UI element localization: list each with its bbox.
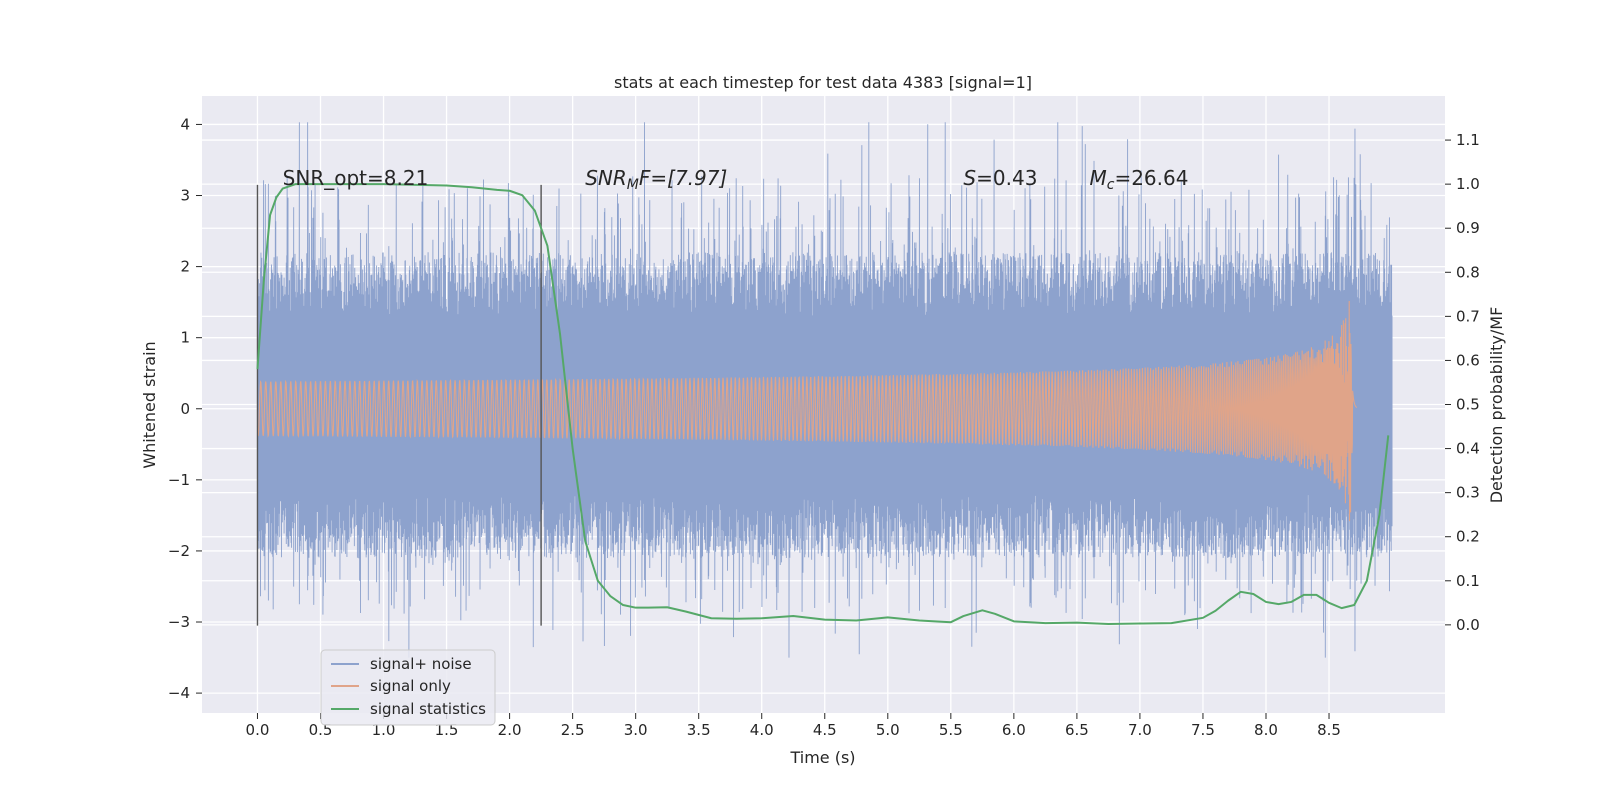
annotation-text: Mc=26.64 bbox=[1089, 166, 1188, 193]
y-right-tick-label: 0.6 bbox=[1456, 351, 1480, 369]
x-tick-label: 4.5 bbox=[813, 721, 837, 739]
y-right-tick-label: 0.2 bbox=[1456, 528, 1480, 546]
y-right-tick-label: 0.7 bbox=[1456, 307, 1480, 325]
x-tick-label: 6.0 bbox=[1002, 721, 1026, 739]
y-left-tick-label: 0 bbox=[180, 400, 190, 418]
annotation-text: S=0.43 bbox=[963, 166, 1037, 190]
chart-title: stats at each timestep for test data 438… bbox=[614, 73, 1032, 92]
y-right-tick-label: 0.0 bbox=[1456, 616, 1480, 634]
y-right-tick-label: 0.3 bbox=[1456, 484, 1480, 502]
x-tick-label: 3.5 bbox=[687, 721, 711, 739]
y-left-tick-label: −4 bbox=[168, 684, 190, 702]
x-tick-label: 7.5 bbox=[1191, 721, 1215, 739]
x-tick-label: 0.0 bbox=[246, 721, 270, 739]
legend-label-signal-noise: signal+ noise bbox=[370, 655, 472, 673]
legend-label-signal-only: signal only bbox=[370, 677, 451, 695]
x-tick-label: 8.0 bbox=[1254, 721, 1278, 739]
x-tick-label: 2.5 bbox=[561, 721, 585, 739]
y-left-tick-label: 1 bbox=[180, 329, 190, 347]
x-tick-label: 7.0 bbox=[1128, 721, 1152, 739]
y-left-tick-label: −1 bbox=[168, 471, 190, 489]
x-tick-label: 3.0 bbox=[624, 721, 648, 739]
y-right-tick-label: 0.1 bbox=[1456, 572, 1480, 590]
annotation-text: SNR_opt=8.21 bbox=[283, 166, 429, 190]
y-left-tick-label: 2 bbox=[180, 258, 190, 276]
x-axis-label: Time (s) bbox=[789, 748, 855, 767]
x-tick-label: 5.5 bbox=[939, 721, 963, 739]
y-right-tick-label: 1.1 bbox=[1456, 131, 1480, 149]
y-right-tick-label: 0.9 bbox=[1456, 219, 1480, 237]
legend-label-signal-statistics: signal statistics bbox=[370, 700, 486, 718]
y-axis-label-right: Detection probability/MF bbox=[1487, 307, 1506, 504]
x-tick-label: 4.0 bbox=[750, 721, 774, 739]
x-tick-label: 8.5 bbox=[1317, 721, 1341, 739]
annotation-text: SNRMF=[7.97] bbox=[585, 166, 727, 193]
x-tick-label: 6.5 bbox=[1065, 721, 1089, 739]
y-right-tick-label: 0.4 bbox=[1456, 440, 1480, 458]
y-left-tick-label: 4 bbox=[180, 115, 190, 133]
y-right-tick-label: 1.0 bbox=[1456, 175, 1480, 193]
x-tick-label: 2.0 bbox=[498, 721, 522, 739]
y-right-tick-label: 0.5 bbox=[1456, 396, 1480, 414]
x-tick-label: 5.0 bbox=[876, 721, 900, 739]
y-left-tick-label: −3 bbox=[168, 613, 190, 631]
legend: signal+ noise signal only signal statist… bbox=[321, 650, 495, 725]
y-axis-label-left: Whitened strain bbox=[140, 341, 159, 468]
y-left-tick-label: 3 bbox=[180, 187, 190, 205]
y-left-tick-label: −2 bbox=[168, 542, 190, 560]
y-right-tick-label: 0.8 bbox=[1456, 263, 1480, 281]
